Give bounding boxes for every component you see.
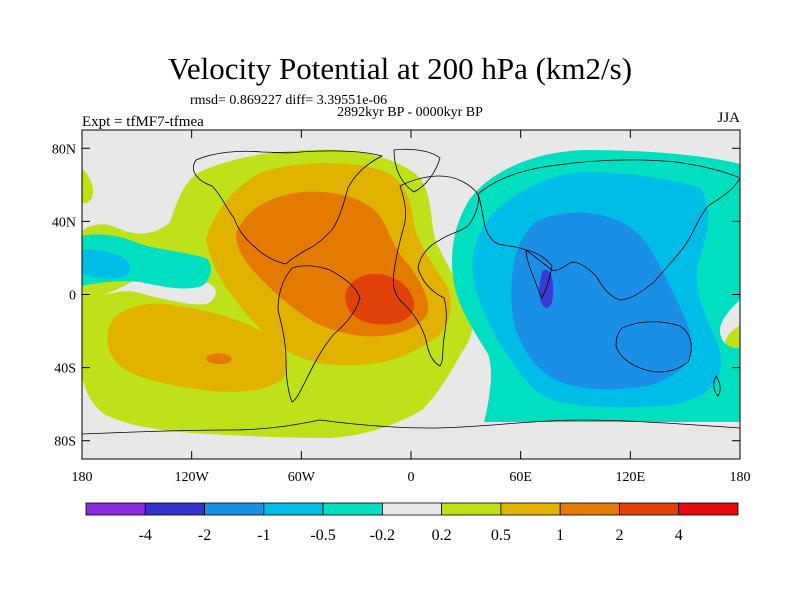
season-label: JJA bbox=[717, 110, 740, 126]
colorbar-label: 0.2 bbox=[432, 527, 452, 544]
colorbar-swatch bbox=[559, 502, 620, 516]
colorbar: -4 -2 -1 -0.5 -0.2 0.2 0.5 1 2 4 bbox=[85, 502, 739, 544]
lon-tick-label: 0 bbox=[408, 470, 415, 485]
lon-tick-label: 60W bbox=[288, 470, 316, 485]
lat-tick-label: 40S bbox=[54, 362, 76, 377]
lon-tick-label: 180 bbox=[72, 470, 93, 485]
colorbar-label: 0.5 bbox=[491, 527, 511, 544]
colorbar-label: 4 bbox=[675, 527, 683, 544]
lat-tick-label: 80S bbox=[54, 435, 76, 450]
experiment-label: Expt = tfMF7-tfmea bbox=[82, 114, 204, 130]
colorbar-label: -1 bbox=[257, 527, 270, 544]
plot-title: Velocity Potential at 200 hPa (km2/s) bbox=[167, 51, 633, 86]
coast-australia bbox=[615, 321, 692, 373]
latitude-ticks: 80N 40N 0 40S 80S bbox=[52, 142, 740, 450]
lat-tick-label: 0 bbox=[69, 289, 76, 304]
lon-tick-label: 120W bbox=[175, 470, 210, 485]
colorbar-swatch bbox=[678, 502, 739, 516]
field-positive-orange-small bbox=[206, 353, 232, 364]
colorbar-swatch bbox=[144, 502, 205, 516]
coast-europe-africa bbox=[392, 175, 479, 367]
colorbar-swatch bbox=[500, 502, 561, 516]
coast-asia bbox=[477, 159, 740, 301]
field-negative-light-blue-west bbox=[82, 249, 131, 279]
velocity-potential-field bbox=[82, 130, 740, 459]
lon-tick-label: 180 bbox=[730, 470, 751, 485]
coast-north-america bbox=[193, 150, 384, 265]
coast-greenland bbox=[393, 148, 441, 193]
lon-tick-label: 60E bbox=[509, 470, 532, 485]
colorbar-swatch bbox=[381, 502, 443, 516]
colorbar-label: -0.5 bbox=[310, 527, 335, 544]
coast-india bbox=[525, 249, 553, 299]
lat-tick-label: 80N bbox=[52, 142, 76, 157]
field-negative-cyan-northeast bbox=[704, 192, 740, 244]
colorbar-swatch bbox=[85, 502, 146, 516]
field-positive-red-core bbox=[345, 273, 415, 325]
lon-tick-label: 120E bbox=[616, 470, 646, 485]
colorbar-swatch bbox=[441, 502, 502, 516]
period-subtitle: 2892kyr BP - 0000kyr BP bbox=[337, 105, 483, 120]
colorbar-label: 2 bbox=[615, 527, 623, 544]
colorbar-label: -0.2 bbox=[370, 527, 395, 544]
field-positive-gold-pacific bbox=[107, 303, 288, 392]
lat-tick-label: 40N bbox=[52, 215, 76, 230]
colorbar-swatch bbox=[322, 502, 383, 516]
field-positive-patch-west bbox=[82, 168, 94, 204]
colorbar-swatch bbox=[204, 502, 265, 516]
colorbar-label: 1 bbox=[556, 527, 564, 544]
stats-text: rmsd= 0.869227 diff= 3.39551e-06 bbox=[190, 93, 388, 108]
colorbar-swatch bbox=[619, 502, 680, 516]
field-negative-blue bbox=[511, 212, 692, 390]
colorbar-swatch bbox=[263, 502, 324, 516]
coastlines bbox=[82, 148, 740, 435]
colorbar-label: -2 bbox=[198, 527, 211, 544]
coast-new-zealand bbox=[713, 375, 721, 397]
coast-antarctica bbox=[82, 419, 740, 435]
coast-south-america bbox=[277, 265, 361, 403]
colorbar-label: -4 bbox=[139, 527, 152, 544]
longitude-ticks: 180 120W 60W 0 60E 120E 180 bbox=[72, 130, 751, 485]
